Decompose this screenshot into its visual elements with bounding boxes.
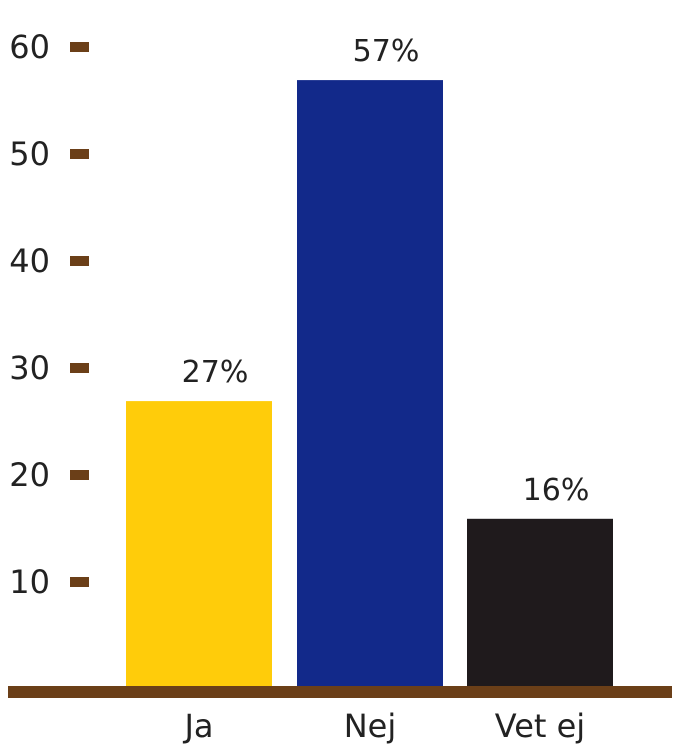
y-tick-label: 50 [9,135,50,173]
y-tick-mark [70,577,89,587]
y-tick-mark [70,149,89,159]
x-tick-label: Vet ej [495,707,585,745]
y-tick-label: 60 [9,28,50,66]
x-tick-label: Ja [182,707,213,745]
data-label: 27% [182,355,249,390]
y-tick-mark [70,256,89,266]
y-tick-mark [70,363,89,373]
y-tick-label: 10 [9,563,50,601]
data-label: 16% [523,473,590,508]
y-tick-label: 30 [9,349,50,387]
x-tick-label: Nej [344,707,397,745]
bar-ja [126,401,272,690]
y-tick-label: 20 [9,456,50,494]
bar-nej [297,80,443,691]
data-label: 57% [353,34,420,69]
y-tick-label: 40 [9,242,50,280]
y-tick-mark [70,42,89,52]
bar-vet-ej [467,518,613,690]
x-axis-line [8,686,672,698]
y-tick-mark [70,470,89,480]
